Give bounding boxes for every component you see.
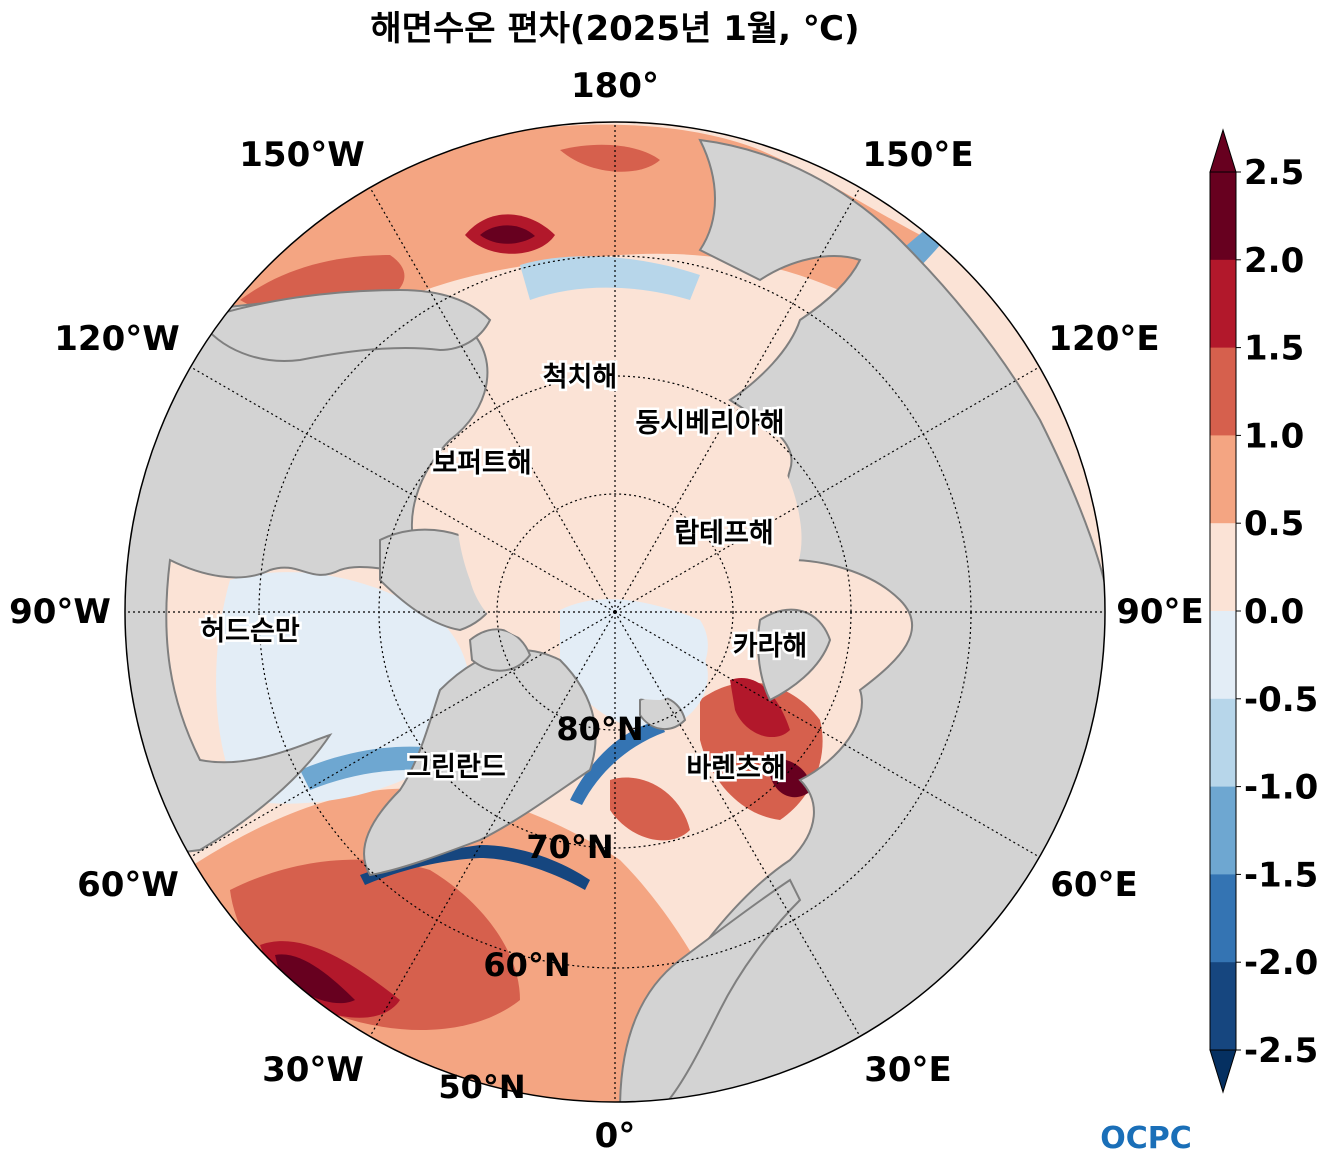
barents-max-anomaly [730, 678, 790, 738]
meridian-line [614, 611, 1040, 858]
colorbar-tick-label: 0.5 [1244, 504, 1304, 544]
colorbar-segment [1210, 347, 1236, 436]
colorbar-tick-label: -1.5 [1244, 855, 1318, 895]
alaska-land [198, 288, 492, 362]
colorbar-tick-label: 0.0 [1244, 592, 1304, 632]
colorbar-tick-label: 1.0 [1244, 416, 1304, 456]
lat-label-60n: 60°N [483, 946, 570, 984]
meridian-line [614, 611, 861, 1037]
lat-label-70n: 70°N [526, 828, 613, 866]
scandinavia-land [618, 878, 802, 1102]
colorbar-tick-label: -2.5 [1244, 1031, 1318, 1071]
sea-label-east-siberian: 동시베리아해 [635, 408, 784, 439]
labrador-peak-anomaly [275, 954, 355, 1004]
lon-label-150e: 150°E [862, 135, 973, 175]
meridian-line [614, 366, 1040, 613]
colorbar-tick-label: -1.0 [1244, 768, 1318, 808]
ocpc-logo: OCPC [1100, 1121, 1192, 1156]
arctic-basin-cool [560, 599, 708, 700]
barents-peak-anomaly [770, 759, 812, 798]
lon-label-60e: 60°E [1050, 865, 1138, 905]
land-masses [125, 138, 1105, 1102]
sea-label-laptev: 랍테프해 [674, 518, 773, 549]
colorbar: 2.5 2.0 1.5 1.0 0.5 0.0 -0.5 -1.0 -1.5 -2.0 -2.5 [1209, 128, 1318, 1094]
meridian-line [369, 187, 616, 613]
pacific-strong-anomaly-2 [560, 144, 660, 172]
lon-label-30w: 30°W [262, 1050, 364, 1090]
lon-label-120w: 120°W [54, 319, 179, 359]
longitude-labels: 180° 150°E 120°E 90°E 60°E 30°E 0° 30°W … [9, 66, 1204, 1156]
meridian-line [614, 187, 861, 613]
lon-label-150w: 150°W [239, 135, 364, 175]
colorbar-tick-label: -2.0 [1244, 943, 1318, 983]
colorbar-tick-label: 1.5 [1244, 329, 1304, 369]
fram-cold [570, 720, 665, 805]
lon-label-180: 180° [571, 66, 659, 106]
colorbar-tick-label: 2.0 [1244, 241, 1304, 281]
meridian-line [369, 611, 616, 1037]
latitude-labels: 80°N 70°N 60°N 50°N [438, 710, 643, 1106]
colorbar-segment [1210, 172, 1236, 261]
lon-label-0: 0° [595, 1116, 636, 1156]
colorbar-segment [1210, 786, 1236, 875]
sea-label-hudson: 허드슨만 [200, 616, 300, 647]
lat-label-50n: 50°N [438, 1068, 525, 1106]
colorbar-segment [1210, 259, 1236, 349]
colorbar-segment [1210, 435, 1236, 524]
colorbar-segment [1210, 874, 1236, 963]
sea-label-greenland: 그린란드 [406, 752, 505, 783]
novaya-zemlya [757, 608, 832, 702]
colorbar-extend-bottom [1209, 1049, 1237, 1094]
lon-label-90w: 90°W [9, 592, 111, 632]
colorbar-segment [1210, 611, 1236, 700]
lon-label-60w: 60°W [77, 865, 179, 905]
sea-labels: 척치해 동시베리아해 보퍼트해 랍테프해 허드슨만 카라해 그린란드 바렌츠해 [198, 360, 810, 787]
map-title: 해면수온 편차(2025년 1월, ℃) [370, 9, 859, 49]
atlantic-strong-anomaly-2 [610, 777, 690, 841]
baffin-cool-anomaly [216, 572, 470, 804]
sea-label-barents: 바렌츠해 [686, 753, 785, 784]
map-boundary [124, 121, 1106, 1103]
polar-map [125, 122, 1105, 1102]
arctic-basin [456, 380, 802, 642]
sea-label-chukchi: 척치해 [543, 362, 618, 393]
bering-peak-anomaly [480, 225, 535, 244]
graticule [125, 122, 1105, 1102]
greenland-coast-cold [360, 845, 590, 890]
lat-label-80n: 80°N [556, 710, 643, 748]
meridian-line [190, 366, 616, 613]
latitude-circle [496, 493, 734, 731]
colorbar-segment [1210, 523, 1236, 612]
lon-label-120e: 120°E [1048, 319, 1159, 359]
chukchi-cool-anomaly [520, 256, 700, 300]
lon-label-90e: 90°E [1116, 592, 1204, 632]
ellesmere-island [468, 628, 532, 672]
sea-label-kara: 카라해 [733, 631, 808, 662]
meridian-line [190, 611, 616, 858]
eurasia-land [618, 138, 1105, 1102]
colorbar-tick-label: -0.5 [1244, 680, 1318, 720]
colorbar-tick-label: 2.5 [1244, 153, 1304, 193]
colorbar-segment [1210, 698, 1236, 788]
colorbar-extend-top [1209, 128, 1237, 173]
lon-label-30e: 30°E [864, 1050, 952, 1090]
colorbar-segment [1210, 962, 1236, 1051]
sea-label-beaufort: 보퍼트해 [432, 448, 531, 479]
